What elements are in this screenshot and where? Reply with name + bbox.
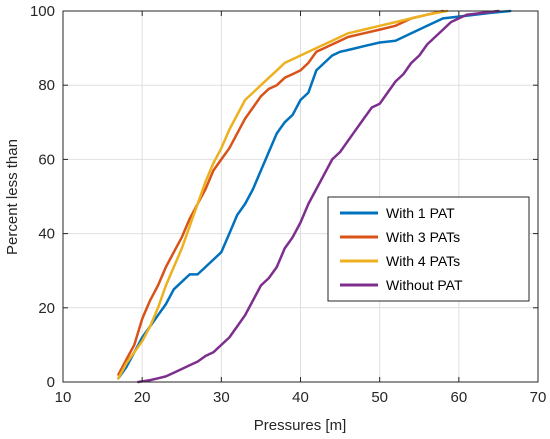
y-tick-label: 40 (38, 226, 55, 243)
legend-entry: With 4 PATs (386, 253, 460, 269)
series-line-4 (136, 9, 500, 384)
legend-entry: Without PAT (386, 277, 463, 293)
series-line-2 (117, 9, 445, 376)
x-tick-label: 70 (530, 389, 547, 406)
series-line-1 (117, 9, 512, 380)
y-axis-label: Percent less than (4, 139, 21, 255)
series-lines (117, 9, 512, 384)
x-tick-label: 30 (213, 389, 230, 406)
series-line-3 (117, 9, 449, 380)
y-tick-label: 100 (30, 3, 55, 20)
y-tick-label: 20 (38, 300, 55, 317)
legend-entry: With 1 PAT (386, 205, 455, 221)
x-tick-label: 20 (134, 389, 151, 406)
y-tick-label: 60 (38, 151, 55, 168)
x-tick-label: 10 (55, 389, 72, 406)
x-tick-label: 40 (292, 389, 309, 406)
x-tick-label: 50 (371, 389, 388, 406)
ticks: 10 20 30 40 50 60 70 0 20 40 60 80 100 (30, 3, 546, 406)
y-tick-label: 80 (38, 77, 55, 94)
x-tick-label: 60 (450, 389, 467, 406)
legend: With 1 PAT With 3 PATs With 4 PATs Without … (327, 196, 530, 302)
legend-entry: With 3 PATs (386, 229, 460, 245)
y-tick-label: 0 (47, 374, 55, 391)
x-axis-label: Pressures [m] (254, 417, 347, 434)
